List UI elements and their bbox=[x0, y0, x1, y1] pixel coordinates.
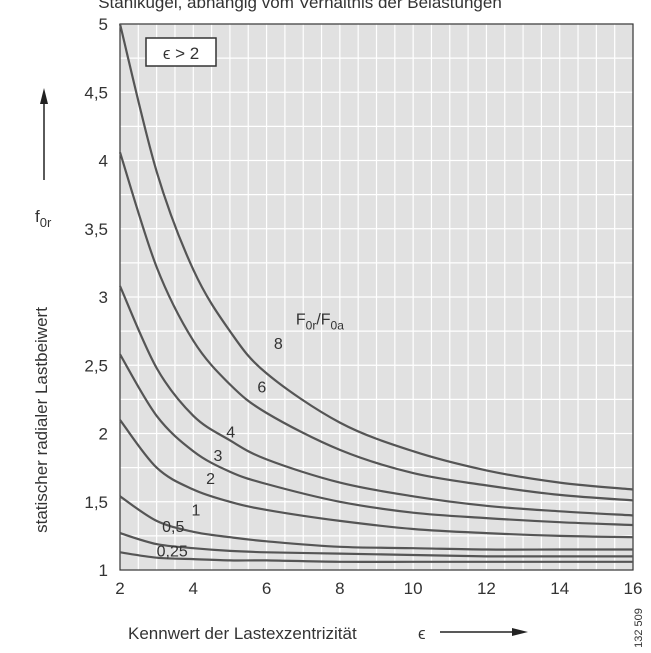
x-tick-label: 4 bbox=[189, 579, 198, 598]
curve-labels: 8 6 43 21 0,5 0,25 bbox=[157, 336, 283, 560]
curve-label: 6 bbox=[257, 380, 266, 397]
y-tick-label: 5 bbox=[99, 15, 108, 34]
x-tick-label: 12 bbox=[477, 579, 496, 598]
curve-label: 1 bbox=[191, 502, 200, 519]
legend-title-mid: /F bbox=[316, 311, 330, 328]
y-tick-label: 1 bbox=[99, 561, 108, 580]
y-tick-label: 3 bbox=[99, 288, 108, 307]
x-tick-label: 6 bbox=[262, 579, 271, 598]
condition-box-text: ϵ > 2 bbox=[163, 44, 199, 63]
y-axis-label: statischer radialer Lastbeiwert bbox=[32, 307, 51, 533]
y-tick-label: 2,5 bbox=[84, 356, 108, 375]
y-symbol: f0r bbox=[35, 207, 52, 230]
curve-label: 2 bbox=[206, 471, 215, 488]
x-tick-label: 10 bbox=[404, 579, 423, 598]
curve-label: 4 bbox=[226, 425, 235, 442]
series-line-2 bbox=[119, 419, 634, 539]
y-tick-label: 4,5 bbox=[84, 83, 108, 102]
x-axis-symbol: ϵ bbox=[418, 624, 426, 643]
series-line-1 bbox=[119, 495, 633, 551]
series-line-0-5 bbox=[119, 532, 633, 558]
y-axis-title: f0r statischer radialer Lastbeiwert bbox=[32, 88, 52, 533]
series-line-6 bbox=[118, 151, 634, 502]
y-tick-label: 3,5 bbox=[84, 220, 108, 239]
y-axis-arrowhead bbox=[40, 88, 48, 104]
legend-title: F0r/F0a bbox=[296, 311, 344, 332]
condition-box: ϵ > 2 bbox=[145, 37, 217, 67]
legend-title-sub2: 0a bbox=[331, 318, 345, 332]
x-tick-label: 14 bbox=[550, 579, 569, 598]
x-axis-label: Kennwert der Lastexzentrizität bbox=[128, 624, 357, 643]
curve-label: 8 bbox=[274, 336, 283, 353]
svg-text:F0r/F0a: F0r/F0a bbox=[296, 311, 344, 332]
legend-title-main: F bbox=[296, 311, 306, 328]
curve-label: 3 bbox=[213, 448, 222, 465]
x-axis-arrowhead bbox=[512, 628, 528, 636]
header-text: Stahlkugel, abhängig vom Verhältnis der … bbox=[98, 0, 502, 12]
curves bbox=[118, 23, 634, 563]
y-tick-label: 4 bbox=[99, 152, 108, 171]
curve-label: 0,25 bbox=[157, 543, 188, 560]
y-tick-label: 1,5 bbox=[84, 493, 108, 512]
legend-title-sub1: 0r bbox=[306, 318, 317, 332]
series-line-4 bbox=[118, 285, 634, 517]
x-axis-title: Kennwert der Lastexzentrizität ϵ bbox=[128, 624, 528, 643]
x-tick-label: 2 bbox=[115, 579, 124, 598]
x-tick-label: 8 bbox=[335, 579, 344, 598]
grid bbox=[119, 23, 634, 571]
figure-number: 132 509 bbox=[633, 608, 645, 648]
x-tick-label: 16 bbox=[624, 579, 643, 598]
curve-label: 0,5 bbox=[162, 519, 184, 536]
series-line-3 bbox=[119, 353, 634, 527]
y-tick-label: 2 bbox=[99, 425, 108, 444]
plot-frame bbox=[119, 23, 634, 571]
series-line-0-25 bbox=[119, 551, 633, 563]
series-line-8 bbox=[118, 23, 634, 491]
